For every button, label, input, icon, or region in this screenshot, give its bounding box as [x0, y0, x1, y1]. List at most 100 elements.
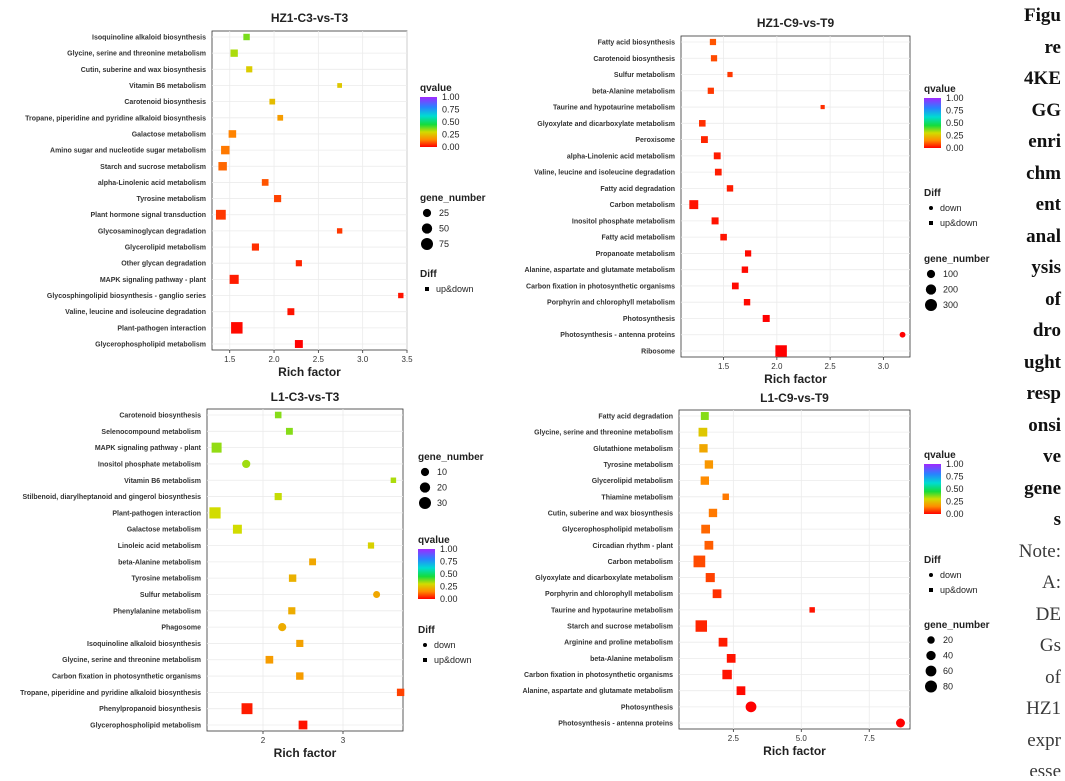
category-label: Carbon fixation in photosynthetic organi… — [526, 283, 675, 290]
data-point-square — [726, 653, 736, 663]
qvalue-legend-title: qvalue — [420, 83, 452, 94]
caption-line: of — [1045, 288, 1061, 310]
data-point-square — [295, 260, 302, 267]
data-point-circle — [899, 331, 906, 338]
category-label: Photosynthesis — [623, 316, 675, 323]
qvalue-tick-label: 1.00 — [440, 544, 458, 554]
qvalue-tick-label: 0.75 — [946, 472, 964, 482]
plot-area — [211, 30, 408, 351]
caption-line: re — [1044, 36, 1061, 58]
gene-number-legend-key — [419, 482, 431, 493]
category-label: Sulfur metabolism — [614, 72, 675, 79]
plot-area — [206, 408, 404, 732]
category-label: Propanoate metabolism — [596, 251, 675, 258]
data-point-square — [229, 274, 239, 284]
gene-number-legend-title: gene_number — [924, 254, 990, 265]
category-label: Glycine, serine and threonine metabolism — [67, 51, 206, 58]
gene-number-legend-label: 50 — [439, 224, 449, 234]
qvalue-legend-title: qvalue — [924, 450, 956, 461]
category-label: Other glycan degradation — [121, 261, 206, 268]
data-point-square — [714, 168, 722, 176]
diff-legend-label: up&down — [434, 655, 472, 665]
diff-legend-key-square — [929, 221, 933, 225]
data-point-square — [707, 87, 714, 94]
diff-legend-label: down — [434, 640, 456, 650]
x-tick-label: 2.5 — [825, 362, 837, 371]
diff-legend-title: Diff — [420, 269, 437, 280]
data-point-square — [809, 607, 815, 613]
category-label: Carotenoid biosynthesis — [124, 99, 206, 106]
data-point-square — [274, 195, 282, 203]
category-label: Phenylalanine metabolism — [113, 608, 201, 615]
data-point-square — [722, 493, 729, 501]
x-tick-label: 7.5 — [864, 734, 876, 743]
data-point-square — [246, 66, 253, 73]
category-label: Stilbenoid, diarylheptanoid and gingerol… — [22, 494, 201, 501]
data-point-square — [762, 314, 770, 322]
data-point-square — [698, 427, 708, 437]
data-point-square — [337, 83, 343, 88]
category-label: Alanine, aspartate and glutamate metabol… — [522, 688, 673, 695]
category-label: Isoquinoline alkaloid biosynthesis — [87, 641, 201, 648]
qvalue-colorbar — [420, 97, 437, 147]
caption-line: esse — [1029, 761, 1061, 776]
category-label: Inositol phosphate metabolism — [572, 218, 675, 225]
data-point-square — [396, 688, 405, 697]
plot-area — [678, 409, 911, 730]
category-label: Linoleic acid metabolism — [118, 543, 201, 550]
category-label: Carbon fixation in photosynthetic organi… — [52, 674, 201, 681]
data-point-square — [265, 655, 274, 664]
x-tick-label: 3.5 — [401, 355, 413, 364]
x-tick-label: 5.0 — [796, 734, 808, 743]
data-point-square — [704, 460, 714, 469]
data-point-circle — [745, 701, 757, 713]
data-point-square — [231, 322, 243, 334]
category-label: Photosynthesis - antenna proteins — [558, 721, 673, 728]
qvalue-legend-title: qvalue — [418, 535, 450, 546]
chart-title: L1-C9-vs-T9 — [760, 391, 829, 405]
gene-number-legend-label: 10 — [437, 467, 447, 477]
x-axis-label: Rich factor — [278, 365, 341, 379]
category-label: Thiamine metabolism — [601, 494, 673, 501]
x-tick-label: 2.5 — [728, 734, 740, 743]
caption-line: ve — [1043, 446, 1061, 467]
category-label: beta-Alanine metabolism — [590, 656, 673, 663]
data-point-square — [743, 299, 751, 306]
category-label: Tyrosine metabolism — [131, 576, 201, 583]
caption-line: Gs — [1039, 635, 1061, 656]
category-label: Tropane, piperidine and pyridine alkaloi… — [25, 115, 206, 122]
data-point-square — [294, 340, 303, 348]
category-label: Glycerophospholipid metabolism — [95, 342, 206, 349]
x-tick-label: 2 — [261, 736, 266, 745]
data-point-square — [710, 55, 718, 62]
qvalue-tick-label: 0.00 — [946, 143, 964, 153]
gene-number-legend-label: 300 — [943, 300, 958, 310]
data-point-circle — [278, 623, 287, 632]
data-point-square — [722, 669, 732, 680]
category-label: Circadian rhythm - plant — [592, 543, 673, 550]
caption-line: ent — [1035, 194, 1061, 215]
data-point-circle — [373, 590, 381, 598]
gene-number-legend-label: 30 — [437, 498, 447, 508]
caption-line: s — [1053, 509, 1061, 530]
caption-line: HZ1 — [1026, 698, 1061, 719]
data-point-square — [288, 607, 296, 615]
figure: HZ1-C3-vs-T3 Isoquinoline alkaloid biosyn… — [20, 11, 990, 760]
data-point-square — [211, 442, 222, 453]
data-point-square — [701, 524, 711, 534]
x-tick-label: 2.0 — [771, 362, 783, 371]
qvalue-tick-label: 0.25 — [946, 131, 964, 141]
qvalue-tick-label: 0.00 — [946, 509, 964, 519]
category-label: alpha-Linolenic acid metabolism — [98, 180, 206, 187]
data-point-square — [699, 444, 708, 453]
data-point-square — [699, 120, 706, 127]
qvalue-colorbar — [418, 549, 435, 599]
data-point-square — [241, 703, 253, 715]
data-point-square — [720, 233, 727, 241]
qvalue-tick-label: 0.75 — [440, 557, 458, 567]
caption-title: Figu re 4KE GG enri chm ent anal ysis of dro ught re… — [1010, 0, 1065, 536]
data-point-square — [285, 427, 293, 435]
category-label: Carotenoid biosynthesis — [593, 56, 675, 63]
diff-legend-label: down — [940, 570, 962, 580]
data-point-square — [398, 292, 404, 299]
